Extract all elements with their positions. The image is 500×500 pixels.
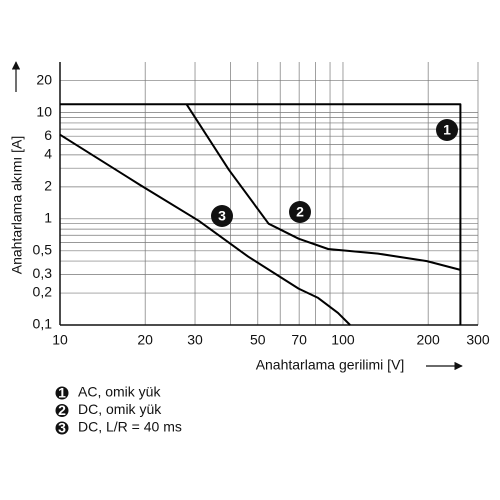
marker-badge bbox=[436, 119, 458, 141]
marker-number: 1 bbox=[443, 122, 451, 138]
y-tick-label: 6 bbox=[44, 127, 52, 143]
x-tick-label: 20 bbox=[137, 332, 153, 348]
marker-badge bbox=[55, 421, 69, 435]
marker-badge bbox=[55, 386, 69, 400]
y-tick-label: 2 bbox=[44, 178, 52, 194]
y-tick-label: 1 bbox=[44, 210, 52, 226]
marker-number: 3 bbox=[218, 208, 226, 224]
x-axis-label: Anahtarlama gerilimi [V] bbox=[256, 357, 405, 373]
series-line bbox=[59, 133, 351, 326]
series-line bbox=[60, 103, 462, 325]
x-tick-label: 50 bbox=[250, 332, 266, 348]
marker-number: 1 bbox=[58, 385, 66, 401]
legend-label: DC, L/R = 40 ms bbox=[78, 419, 182, 435]
y-tick-label: 0,5 bbox=[33, 241, 53, 257]
marker-number: 3 bbox=[58, 420, 66, 436]
y-tick-label: 0,1 bbox=[33, 316, 53, 332]
y-tick-label: 20 bbox=[36, 71, 52, 87]
legend-label: AC, omik yük bbox=[78, 384, 161, 400]
marker-number: 2 bbox=[58, 402, 66, 418]
marker-badge bbox=[55, 404, 69, 417]
y-axis-label: Anahtarlama akımı [A] bbox=[9, 136, 25, 275]
x-tick-label: 100 bbox=[331, 332, 355, 348]
y-tick-label: 0,3 bbox=[33, 265, 53, 281]
series-line bbox=[185, 103, 461, 271]
marker-badge bbox=[211, 205, 233, 227]
marker-number: 2 bbox=[296, 204, 304, 220]
x-tick-label: 10 bbox=[52, 332, 68, 348]
y-tick-label: 0,2 bbox=[33, 284, 53, 300]
x-tick-label: 300 bbox=[466, 332, 490, 348]
y-tick-label: 4 bbox=[44, 146, 52, 162]
x-tick-label: 30 bbox=[187, 332, 203, 348]
x-tick-label: 70 bbox=[291, 332, 307, 348]
y-tick-label: 10 bbox=[36, 103, 52, 119]
legend-label: DC, omik yük bbox=[78, 401, 162, 417]
x-tick-label: 200 bbox=[416, 332, 440, 348]
marker-badge bbox=[289, 201, 311, 223]
